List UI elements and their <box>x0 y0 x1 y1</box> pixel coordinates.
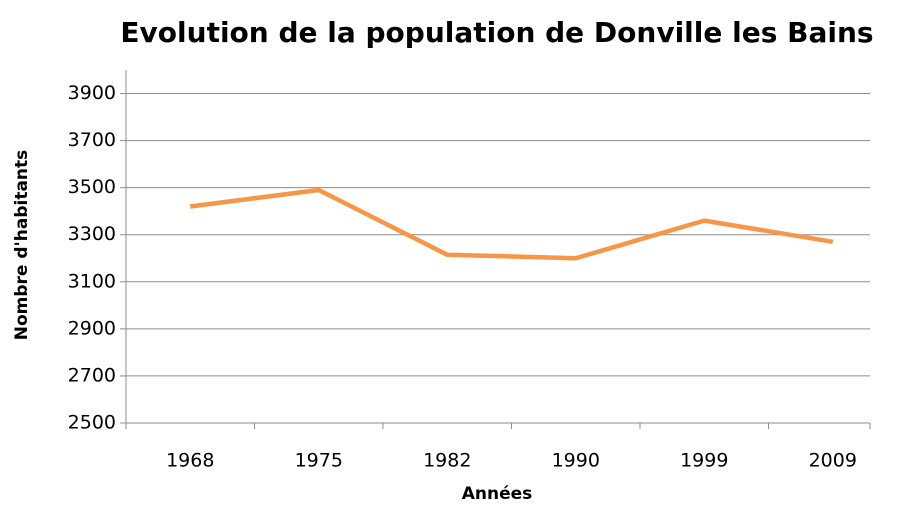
chart-title: Evolution de la population de Donville l… <box>120 16 873 49</box>
x-tick-label: 1982 <box>423 450 471 472</box>
y-tick-label: 3100 <box>68 270 116 292</box>
x-tick-label: 1975 <box>295 450 343 472</box>
y-tick-label: 3300 <box>68 223 116 245</box>
y-axis-title: Nombre d'habitants <box>12 150 32 341</box>
x-tick-label: 1999 <box>680 450 728 472</box>
x-tick-label: 1990 <box>552 450 600 472</box>
x-axis-title: Années <box>462 484 533 504</box>
y-tick-label: 2900 <box>68 317 116 339</box>
x-tick-label: 1968 <box>166 450 214 472</box>
y-tick-label: 2700 <box>68 364 116 386</box>
y-tick-label: 3500 <box>68 176 116 198</box>
y-tick-label: 2500 <box>68 412 116 434</box>
y-tick-label: 3700 <box>68 129 116 151</box>
x-tick-label: 2009 <box>809 450 857 472</box>
y-tick-label: 3900 <box>68 82 116 104</box>
data-line <box>189 187 834 261</box>
